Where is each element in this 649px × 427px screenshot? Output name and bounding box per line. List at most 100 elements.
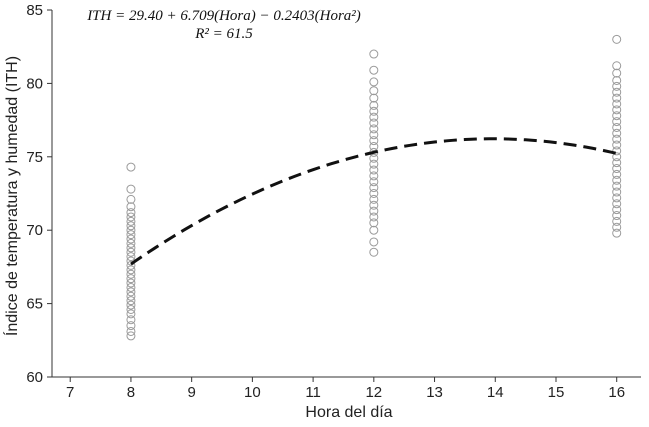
- data-point: [369, 112, 379, 122]
- data-point: [612, 187, 622, 197]
- data-point: [369, 124, 379, 134]
- data-point: [369, 194, 379, 204]
- data-point: [369, 247, 379, 257]
- data-point: [126, 252, 136, 262]
- data-point: [126, 331, 136, 341]
- x-tick-label: 13: [426, 384, 443, 401]
- data-point: [126, 321, 136, 331]
- data-point: [612, 34, 622, 44]
- data-point: [126, 300, 136, 310]
- x-axis-title: Hora del día: [305, 404, 392, 421]
- data-point: [126, 216, 136, 226]
- data-point: [369, 106, 379, 116]
- data-point: [126, 194, 136, 204]
- data-point: [369, 165, 379, 175]
- data-point: [612, 228, 622, 238]
- data-point: [612, 164, 622, 174]
- data-point: [126, 184, 136, 194]
- data-point: [369, 49, 379, 59]
- data-point: [612, 199, 622, 209]
- data-point: [126, 234, 136, 244]
- data-point: [612, 216, 622, 226]
- data-point: [612, 61, 622, 71]
- x-tick-label: 11: [305, 384, 321, 401]
- data-point: [612, 158, 622, 168]
- data-point: [612, 81, 622, 91]
- data-point: [612, 152, 622, 162]
- data-point: [126, 162, 136, 172]
- data-point: [612, 117, 622, 127]
- regression-curve: [130, 137, 618, 266]
- data-point: [612, 134, 622, 144]
- data-point: [612, 193, 622, 203]
- data-point: [369, 142, 379, 152]
- data-point: [126, 202, 136, 212]
- data-point: [612, 211, 622, 221]
- data-point: [612, 105, 622, 115]
- data-point: [126, 326, 136, 336]
- data-point: [126, 287, 136, 297]
- x-tick-label: 9: [187, 384, 195, 401]
- data-point: [369, 200, 379, 210]
- y-tick-label: 65: [26, 296, 43, 313]
- data-point: [126, 225, 136, 235]
- data-point: [612, 181, 622, 191]
- x-tick-label: 8: [127, 384, 135, 401]
- data-point: [612, 93, 622, 103]
- data-point: [126, 230, 136, 240]
- data-point: [612, 222, 622, 232]
- data-point: [612, 205, 622, 215]
- data-point: [369, 183, 379, 193]
- data-point: [369, 100, 379, 110]
- r-squared-label: R² = 61.5: [194, 26, 253, 42]
- data-point: [126, 247, 136, 257]
- data-point: [369, 159, 379, 169]
- x-tick-label: 7: [66, 384, 74, 401]
- data-point: [612, 68, 622, 78]
- data-points: [126, 34, 622, 341]
- data-point: [369, 212, 379, 222]
- data-point: [126, 274, 136, 284]
- data-point: [369, 93, 379, 103]
- data-point: [126, 296, 136, 306]
- x-tick-label: 16: [608, 384, 625, 401]
- data-point: [126, 260, 136, 270]
- y-tick-label: 75: [26, 149, 43, 166]
- data-point: [369, 225, 379, 235]
- x-tick-label: 14: [487, 384, 504, 401]
- axes: 7 8 9 10 11 12 13 14 15 16 60 65 70 75 80 85: [26, 2, 641, 401]
- y-tick-label: 60: [26, 369, 43, 386]
- y-tick-label: 80: [26, 75, 43, 92]
- data-point: [612, 140, 622, 150]
- data-point: [126, 309, 136, 319]
- data-point: [126, 208, 136, 218]
- data-point: [612, 111, 622, 121]
- data-point: [369, 171, 379, 181]
- data-point: [369, 130, 379, 140]
- data-point: [612, 75, 622, 85]
- data-point: [612, 169, 622, 179]
- data-point: [369, 177, 379, 187]
- y-tick-label: 70: [26, 222, 43, 239]
- data-point: [612, 128, 622, 138]
- regression-equation: ITH = 29.40 + 6.709(Hora) − 0.2403(Hora²…: [86, 8, 361, 24]
- data-point: [126, 282, 136, 292]
- data-point: [369, 65, 379, 75]
- data-point: [369, 86, 379, 96]
- data-point: [612, 87, 622, 97]
- data-point: [126, 291, 136, 301]
- data-point: [369, 153, 379, 163]
- data-point: [369, 206, 379, 216]
- data-point: [369, 77, 379, 87]
- data-point: [126, 304, 136, 314]
- data-point: [369, 136, 379, 146]
- x-tick-label: 15: [548, 384, 565, 401]
- x-tick-label: 10: [244, 384, 261, 401]
- data-point: [612, 175, 622, 185]
- data-point: [126, 278, 136, 288]
- data-point: [126, 221, 136, 231]
- data-point: [369, 189, 379, 198]
- data-point: [126, 269, 136, 279]
- data-point: [612, 122, 622, 132]
